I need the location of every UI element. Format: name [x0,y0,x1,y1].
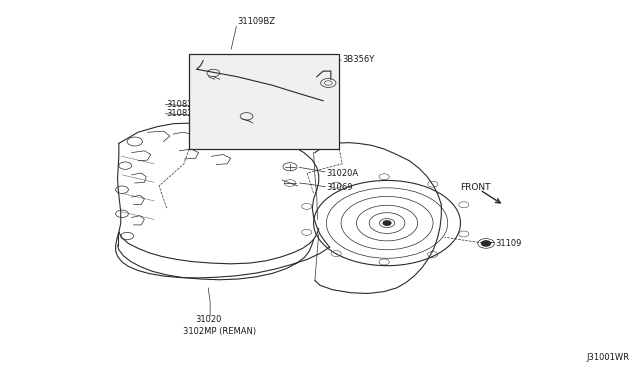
Text: 31082E: 31082E [167,100,198,109]
Text: 31020A: 31020A [326,169,358,177]
Bar [189,54,339,149]
Text: 31069: 31069 [326,183,353,192]
Text: 3B356Y: 3B356Y [342,55,374,64]
Text: J31001WR: J31001WR [587,353,630,362]
Text: 31109BZ: 31109BZ [237,17,275,26]
Text: 31020: 31020 [195,315,222,324]
Circle shape [383,221,391,225]
Text: 31109: 31109 [495,239,522,248]
Text: 31082EA: 31082EA [167,109,204,118]
Text: 3102MP (REMAN): 3102MP (REMAN) [182,327,256,336]
Text: FRONT: FRONT [461,183,491,192]
Circle shape [481,241,490,246]
